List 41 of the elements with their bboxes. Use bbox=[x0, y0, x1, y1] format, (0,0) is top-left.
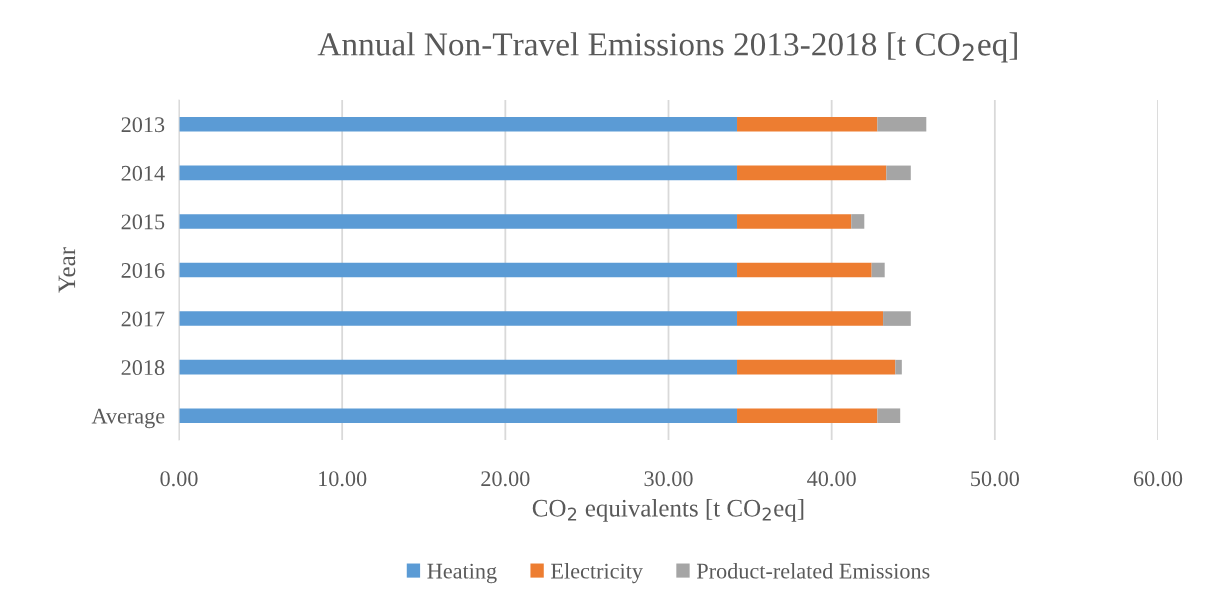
bar bbox=[871, 262, 885, 278]
x-axis-title: CO$_{2}$ equivalents [t CO$_{2}$eq] bbox=[532, 499, 804, 522]
y-tick-label: 2018 bbox=[121, 360, 165, 376]
legend-label: Electricity bbox=[551, 562, 643, 584]
y-axis-title: Year bbox=[58, 247, 76, 293]
bar bbox=[179, 311, 738, 326]
x-tick-label: 40.00 bbox=[807, 471, 856, 487]
bar bbox=[179, 214, 738, 229]
bar bbox=[179, 408, 738, 423]
bar bbox=[886, 165, 911, 181]
bar bbox=[877, 117, 927, 132]
y-tick-label: 2015 bbox=[121, 214, 165, 230]
bar bbox=[737, 117, 878, 132]
bar bbox=[179, 117, 738, 132]
y-tick-label: 2014 bbox=[121, 165, 165, 181]
x-tick-label: 10.00 bbox=[319, 471, 367, 487]
legend-label: Heating bbox=[427, 563, 497, 584]
bar bbox=[737, 408, 878, 423]
y-tick-label: Average bbox=[91, 408, 165, 429]
bar bbox=[737, 214, 852, 229]
bar bbox=[877, 408, 901, 423]
y-tick-label: 2017 bbox=[121, 311, 165, 327]
chart-title: Annual Non-Travel Emissions 2013-2018 [t CO$_{2}$eq] bbox=[317, 32, 1017, 63]
bar bbox=[179, 165, 738, 181]
y-tick-label: 2016 bbox=[121, 262, 165, 278]
x-tick-label: 30.00 bbox=[644, 471, 693, 487]
bar bbox=[851, 214, 865, 229]
x-tick-label: 20.00 bbox=[481, 471, 530, 487]
legend-label: Product-related Emissions bbox=[696, 562, 930, 579]
bar bbox=[737, 359, 896, 375]
x-tick-label: 60.00 bbox=[1133, 471, 1183, 487]
x-tick-label: 50.00 bbox=[971, 471, 1019, 487]
bar bbox=[179, 262, 738, 278]
bar bbox=[737, 262, 872, 278]
bar bbox=[737, 165, 887, 181]
bar bbox=[895, 359, 902, 375]
y-tick-label: 2013 bbox=[121, 117, 165, 133]
bar bbox=[737, 311, 884, 326]
x-tick-label: 0.00 bbox=[160, 471, 198, 487]
bar bbox=[883, 311, 911, 326]
bar bbox=[179, 359, 738, 375]
